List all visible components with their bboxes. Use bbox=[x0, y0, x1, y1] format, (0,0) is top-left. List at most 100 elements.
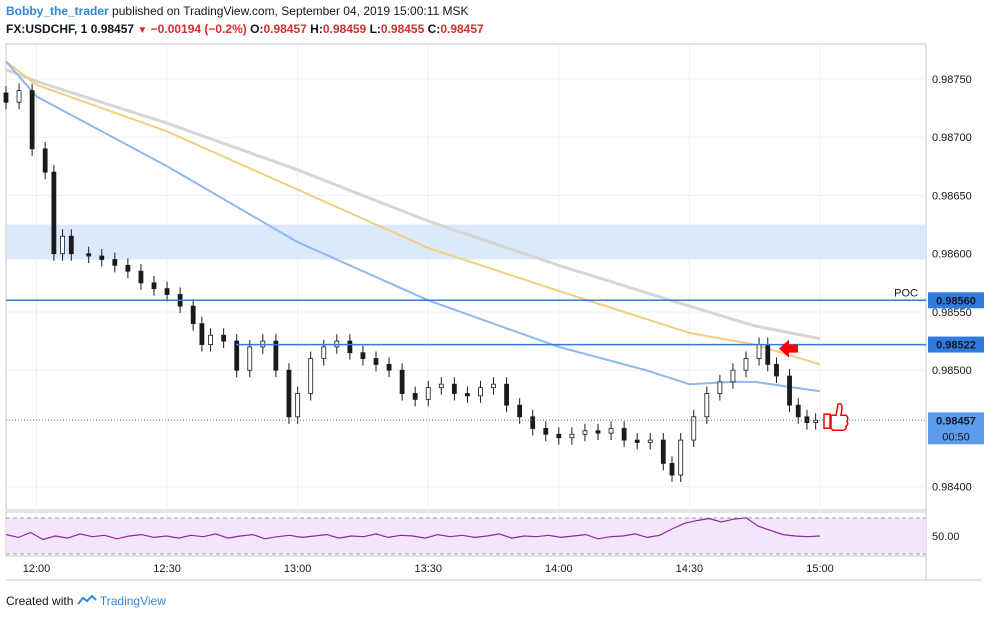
candle-body bbox=[42, 148, 48, 173]
low-label: L: bbox=[369, 22, 381, 36]
candle-body bbox=[556, 433, 562, 439]
candle-body bbox=[86, 253, 92, 257]
candle-body bbox=[151, 282, 157, 290]
price-tick-label: 0.98700 bbox=[932, 132, 972, 144]
ma-mid-line bbox=[5, 60, 821, 366]
candle-body bbox=[295, 393, 301, 418]
candle-body bbox=[491, 383, 496, 389]
price-tick-label: 0.98750 bbox=[932, 74, 972, 86]
candle-body bbox=[608, 428, 614, 434]
candle-body bbox=[660, 439, 666, 464]
low-value: 0.98455 bbox=[380, 22, 425, 36]
author-name[interactable]: Bobby_the_trader bbox=[6, 4, 109, 18]
rsi-tick-label: 50.00 bbox=[932, 531, 960, 543]
candle-body bbox=[743, 358, 749, 371]
time-tick-label: 14:00 bbox=[545, 563, 573, 575]
current-price-badge bbox=[928, 412, 984, 445]
published-text: published on TradingView.com, September … bbox=[112, 4, 469, 18]
candle-series bbox=[3, 83, 819, 483]
candle-body bbox=[321, 346, 327, 359]
thumbs-up-icon bbox=[823, 403, 849, 432]
poc-label: POC bbox=[894, 287, 918, 299]
candle-body bbox=[621, 428, 627, 441]
level-price-text: 0.98560 bbox=[936, 295, 976, 307]
time-tick-label: 12:00 bbox=[23, 563, 51, 575]
tradingview-logo[interactable]: TradingView bbox=[76, 594, 166, 608]
high-value: 0.98459 bbox=[322, 22, 367, 36]
candle-body bbox=[795, 404, 801, 418]
candle-body bbox=[647, 439, 653, 443]
rsi-line bbox=[5, 517, 821, 541]
candle-body bbox=[234, 340, 240, 371]
main-pane-border bbox=[5, 43, 927, 511]
candle-body bbox=[804, 416, 810, 424]
candle-body bbox=[756, 344, 762, 359]
time-axis[interactable]: 12:00 12:30 13:00 13:30 14:00 14:30 15:00 bbox=[23, 563, 834, 575]
created-with-text: Created with bbox=[6, 594, 74, 608]
candle-body bbox=[347, 340, 353, 354]
candle-body bbox=[717, 381, 723, 394]
candle-body bbox=[51, 171, 57, 255]
symbol-label: FX:USDCHF, 1 bbox=[6, 22, 88, 36]
ma-slow-line bbox=[5, 68, 821, 341]
price-tick-label: 0.98550 bbox=[932, 307, 972, 319]
open-value: 0.98457 bbox=[263, 22, 307, 36]
candle-body bbox=[678, 439, 684, 476]
price-tick-label: 0.98600 bbox=[932, 249, 972, 261]
candle-body bbox=[360, 352, 366, 359]
open-label: O: bbox=[250, 22, 264, 36]
price-axis[interactable]: 0.98750 0.98700 0.98650 0.98600 0.98550 0.985… bbox=[932, 74, 972, 494]
time-tick-label: 13:00 bbox=[284, 563, 312, 575]
candle-body bbox=[3, 92, 9, 103]
arrow-shape bbox=[779, 339, 798, 358]
price-tick-label: 0.98650 bbox=[932, 190, 972, 202]
candle-body bbox=[438, 383, 444, 389]
candle-body bbox=[208, 334, 213, 345]
candle-body bbox=[273, 340, 279, 371]
candle-body bbox=[669, 462, 675, 476]
time-tick-label: 15:00 bbox=[806, 563, 834, 575]
moving-averages bbox=[5, 60, 821, 393]
candle-body bbox=[221, 334, 227, 342]
candle-body bbox=[478, 387, 483, 397]
candle-body bbox=[634, 439, 640, 443]
price-tick-label: 0.98400 bbox=[932, 482, 972, 494]
candle-body bbox=[451, 383, 457, 394]
level-price-badge bbox=[928, 292, 984, 309]
candle-body bbox=[286, 369, 292, 418]
candle-body bbox=[813, 419, 819, 424]
close-label: C: bbox=[427, 22, 441, 36]
candle-body bbox=[190, 305, 196, 325]
annotations bbox=[779, 339, 849, 432]
down-arrow-icon: ▼ bbox=[137, 25, 148, 36]
price-tick-label: 0.98500 bbox=[932, 365, 972, 377]
level-price-text: 0.98522 bbox=[936, 340, 976, 352]
candle-body bbox=[412, 393, 418, 400]
tradingview-icon bbox=[76, 594, 97, 605]
candle-body bbox=[386, 363, 392, 371]
candle-body bbox=[138, 270, 144, 284]
candle-body bbox=[517, 404, 523, 418]
horizontal-levels[interactable]: POC 0.98560 0.98522 0.98457 00:50 bbox=[6, 287, 984, 445]
time-tick-label: 13:30 bbox=[414, 563, 442, 575]
candle-body bbox=[308, 358, 314, 394]
candle-body bbox=[582, 430, 588, 435]
candle-body bbox=[543, 428, 549, 435]
candle-body bbox=[99, 255, 105, 260]
last-price: 0.98457 bbox=[90, 22, 135, 36]
candle-body bbox=[530, 416, 536, 429]
candle-body bbox=[730, 369, 736, 383]
candle-body bbox=[164, 288, 170, 295]
candle-body bbox=[691, 416, 697, 441]
candle-body bbox=[465, 393, 470, 397]
high-label: H: bbox=[310, 22, 323, 36]
current-price-text: 0.98457 bbox=[936, 415, 976, 427]
candle-body bbox=[16, 90, 22, 103]
candle-body bbox=[425, 387, 431, 400]
candle-body bbox=[29, 90, 35, 150]
candle-body bbox=[60, 235, 65, 255]
candle-body bbox=[595, 430, 601, 434]
thumb-shape bbox=[823, 403, 849, 432]
supply-zone bbox=[6, 224, 926, 260]
